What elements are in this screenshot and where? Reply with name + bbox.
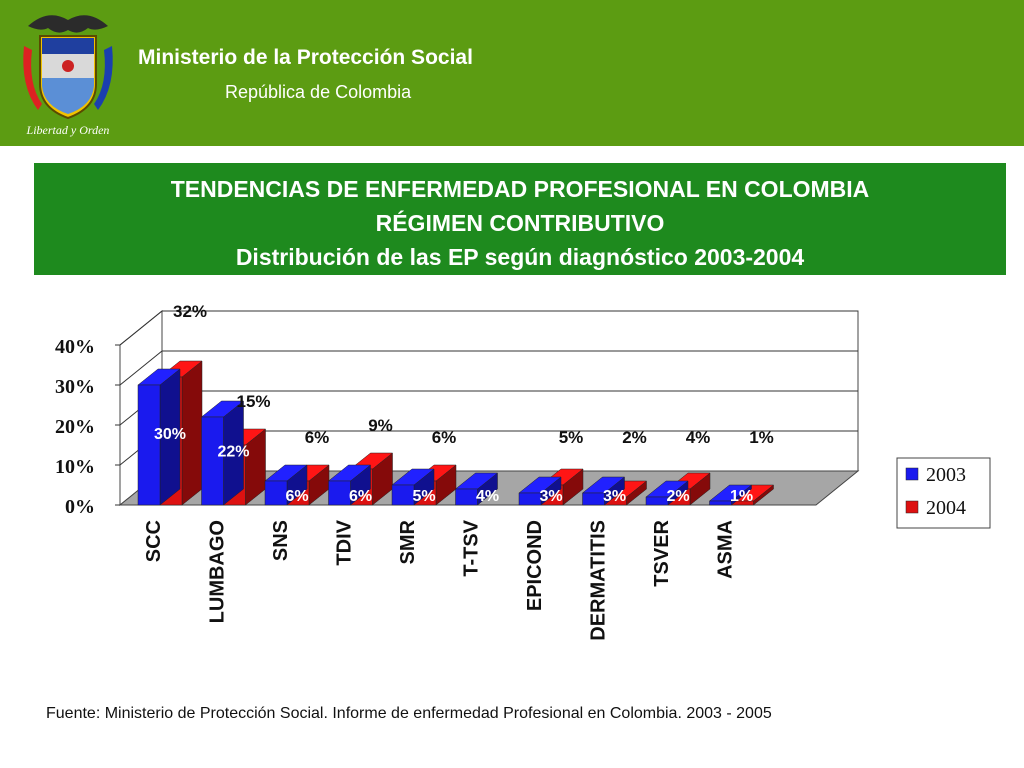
data-label-2003: 3% xyxy=(539,488,562,505)
ministry-name: Ministerio de la Protección Social xyxy=(138,46,473,69)
data-label-2003: 22% xyxy=(217,444,249,461)
bar-2003 xyxy=(455,488,478,506)
category-label: ASMA xyxy=(715,520,737,579)
source-note: Fuente: Ministerio de Protección Social.… xyxy=(46,705,772,722)
data-label-2003: 2% xyxy=(666,488,689,505)
category-label: T-TSV xyxy=(461,519,483,576)
bar-2003 xyxy=(518,492,542,506)
data-label-2004: 4% xyxy=(686,428,711,447)
category-label: LUMBAGO xyxy=(207,520,229,623)
data-label-2003: 6% xyxy=(349,488,372,505)
legend-swatch xyxy=(905,467,919,481)
category-label: DERMATITIS xyxy=(588,520,610,641)
legend-label: 2004 xyxy=(926,497,966,519)
data-label-2004: 5% xyxy=(559,428,584,447)
y-tick-label: 20% xyxy=(55,416,95,438)
data-label-2004: 1% xyxy=(749,428,774,447)
category-label: TSVER xyxy=(651,519,673,586)
category-label: SCC xyxy=(143,520,165,562)
data-label-2003: 4% xyxy=(476,488,499,505)
republic-name: República de Colombia xyxy=(225,82,412,102)
gridline xyxy=(119,350,858,386)
header-banner: Libertad y Orden Ministerio de la Protec… xyxy=(0,0,1024,146)
data-label-2003: 5% xyxy=(412,488,435,505)
category-label: TDIV xyxy=(334,519,356,565)
title-line-1: TENDENCIAS DE ENFERMEDAD PROFESIONAL EN … xyxy=(170,176,870,202)
bar-2003 xyxy=(582,492,605,506)
y-tick-label: 0% xyxy=(65,496,95,518)
gridline xyxy=(119,310,858,346)
bar-2003 xyxy=(391,484,415,506)
data-label-2003: 6% xyxy=(285,488,308,505)
data-label-2004: 6% xyxy=(305,428,330,447)
title-box: TENDENCIAS DE ENFERMEDAD PROFESIONAL EN … xyxy=(34,163,1006,275)
title-line-2: RÉGIMEN CONTRIBUTIVO xyxy=(375,210,665,236)
legend-swatch xyxy=(905,500,919,514)
data-label-2004: 32% xyxy=(173,302,207,321)
y-tick-label: 40% xyxy=(55,336,95,358)
category-label: SNS xyxy=(270,520,292,561)
coat-of-arms-emblem: Libertad y Orden xyxy=(23,15,113,137)
legend-label: 2003 xyxy=(926,464,966,486)
data-label-2004: 9% xyxy=(368,416,393,435)
data-label-2003: 3% xyxy=(603,488,626,505)
bar-2003 xyxy=(264,480,288,506)
data-label-2004: 2% xyxy=(622,428,647,447)
bar-2003 xyxy=(201,416,224,506)
title-line-3: Distribución de las EP según diagnóstico… xyxy=(235,244,805,270)
svg-text:Libertad y Orden: Libertad y Orden xyxy=(26,123,110,137)
bar-chart: 0% 10% 20% 30% 40% 30% 32% SCC 22% 15% LUMBAGO 6% 6%… xyxy=(55,302,991,641)
category-label: SMR xyxy=(397,519,419,564)
bar-2003 xyxy=(645,496,669,506)
bar-2003 xyxy=(137,384,161,506)
data-label-2004: 15% xyxy=(236,392,270,411)
bar-2003 xyxy=(328,480,351,506)
bar-2003 xyxy=(709,500,732,506)
category-label: EPICOND xyxy=(524,520,546,611)
data-label-2003: 30% xyxy=(154,426,186,443)
y-tick-label: 10% xyxy=(55,456,95,478)
data-label-2003: 1% xyxy=(730,488,753,505)
data-label-2004: 6% xyxy=(432,428,457,447)
y-tick-label: 30% xyxy=(55,376,95,398)
